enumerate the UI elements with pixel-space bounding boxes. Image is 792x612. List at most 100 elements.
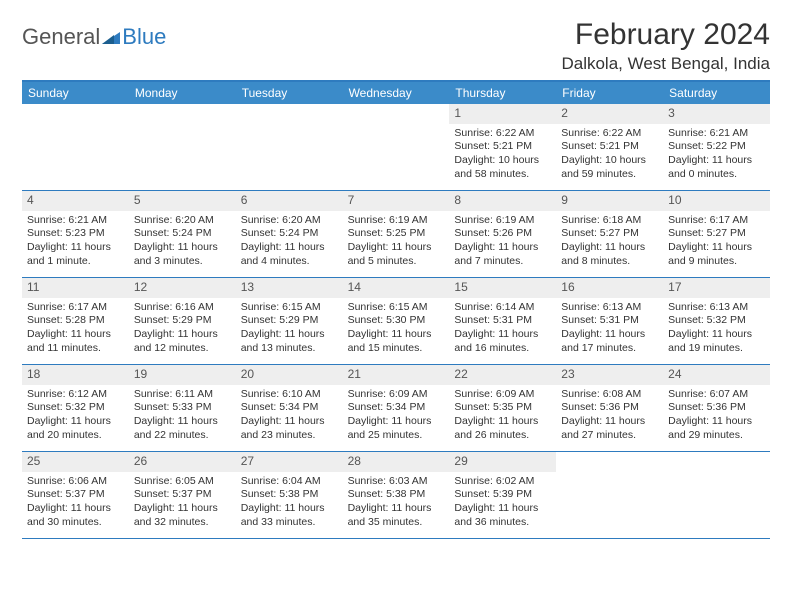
day-number: 12 xyxy=(134,280,147,294)
sunset-text: Sunset: 5:27 PM xyxy=(561,227,658,241)
day-cell: 2Sunrise: 6:22 AMSunset: 5:21 PMDaylight… xyxy=(556,104,663,190)
day-number: 13 xyxy=(241,280,254,294)
day-cell: 28Sunrise: 6:03 AMSunset: 5:38 PMDayligh… xyxy=(343,452,450,538)
day-number-row: 18 xyxy=(22,365,129,385)
day-number-row xyxy=(129,104,236,108)
sunset-text: Sunset: 5:29 PM xyxy=(134,314,231,328)
logo-text-general: General xyxy=(22,24,100,50)
day-cell: 19Sunrise: 6:11 AMSunset: 5:33 PMDayligh… xyxy=(129,365,236,451)
day-number-row: 19 xyxy=(129,365,236,385)
day-cell: 14Sunrise: 6:15 AMSunset: 5:30 PMDayligh… xyxy=(343,278,450,364)
day-cell: 16Sunrise: 6:13 AMSunset: 5:31 PMDayligh… xyxy=(556,278,663,364)
daylight-text: Daylight: 11 hours and 13 minutes. xyxy=(241,328,338,355)
day-number-row xyxy=(343,104,450,108)
day-number-row: 2 xyxy=(556,104,663,124)
sunrise-text: Sunrise: 6:07 AM xyxy=(668,388,765,402)
day-number: 17 xyxy=(668,280,681,294)
day-number-row: 4 xyxy=(22,191,129,211)
day-cell: 20Sunrise: 6:10 AMSunset: 5:34 PMDayligh… xyxy=(236,365,343,451)
sunset-text: Sunset: 5:32 PM xyxy=(27,401,124,415)
day-number-row: 23 xyxy=(556,365,663,385)
day-cell: 25Sunrise: 6:06 AMSunset: 5:37 PMDayligh… xyxy=(22,452,129,538)
daylight-text: Daylight: 11 hours and 17 minutes. xyxy=(561,328,658,355)
day-number-row xyxy=(22,104,129,108)
day-number: 20 xyxy=(241,367,254,381)
day-number-row: 9 xyxy=(556,191,663,211)
sunset-text: Sunset: 5:36 PM xyxy=(561,401,658,415)
sunrise-text: Sunrise: 6:13 AM xyxy=(561,301,658,315)
day-number-row: 12 xyxy=(129,278,236,298)
day-number: 28 xyxy=(348,454,361,468)
weekday-header: Wednesday xyxy=(343,82,450,104)
day-number: 29 xyxy=(454,454,467,468)
sunrise-text: Sunrise: 6:16 AM xyxy=(134,301,231,315)
sunset-text: Sunset: 5:24 PM xyxy=(241,227,338,241)
day-cell: 1Sunrise: 6:22 AMSunset: 5:21 PMDaylight… xyxy=(449,104,556,190)
sunset-text: Sunset: 5:36 PM xyxy=(668,401,765,415)
day-number: 18 xyxy=(27,367,40,381)
weekday-header: Tuesday xyxy=(236,82,343,104)
day-number: 27 xyxy=(241,454,254,468)
daylight-text: Daylight: 11 hours and 27 minutes. xyxy=(561,415,658,442)
day-number: 21 xyxy=(348,367,361,381)
day-number: 4 xyxy=(27,193,34,207)
day-number: 3 xyxy=(668,106,675,120)
day-cell: 7Sunrise: 6:19 AMSunset: 5:25 PMDaylight… xyxy=(343,191,450,277)
day-number-row xyxy=(663,452,770,456)
day-cell xyxy=(22,104,129,190)
day-number: 15 xyxy=(454,280,467,294)
sunrise-text: Sunrise: 6:10 AM xyxy=(241,388,338,402)
day-number-row: 16 xyxy=(556,278,663,298)
day-number: 1 xyxy=(454,106,461,120)
sunset-text: Sunset: 5:37 PM xyxy=(134,488,231,502)
day-number: 6 xyxy=(241,193,248,207)
daylight-text: Daylight: 11 hours and 12 minutes. xyxy=(134,328,231,355)
weekday-header: Thursday xyxy=(449,82,556,104)
day-number-row: 26 xyxy=(129,452,236,472)
sunrise-text: Sunrise: 6:17 AM xyxy=(27,301,124,315)
day-cell: 13Sunrise: 6:15 AMSunset: 5:29 PMDayligh… xyxy=(236,278,343,364)
sunrise-text: Sunrise: 6:22 AM xyxy=(561,127,658,141)
day-number-row: 20 xyxy=(236,365,343,385)
daylight-text: Daylight: 11 hours and 29 minutes. xyxy=(668,415,765,442)
day-number-row: 5 xyxy=(129,191,236,211)
sunset-text: Sunset: 5:31 PM xyxy=(454,314,551,328)
daylight-text: Daylight: 10 hours and 58 minutes. xyxy=(454,154,551,181)
sunset-text: Sunset: 5:30 PM xyxy=(348,314,445,328)
day-cell: 3Sunrise: 6:21 AMSunset: 5:22 PMDaylight… xyxy=(663,104,770,190)
day-number-row xyxy=(236,104,343,108)
day-cell: 8Sunrise: 6:19 AMSunset: 5:26 PMDaylight… xyxy=(449,191,556,277)
day-number-row: 27 xyxy=(236,452,343,472)
daylight-text: Daylight: 11 hours and 25 minutes. xyxy=(348,415,445,442)
sunset-text: Sunset: 5:35 PM xyxy=(454,401,551,415)
daylight-text: Daylight: 11 hours and 32 minutes. xyxy=(134,502,231,529)
day-number-row: 28 xyxy=(343,452,450,472)
sunset-text: Sunset: 5:32 PM xyxy=(668,314,765,328)
day-cell xyxy=(343,104,450,190)
week-row: 4Sunrise: 6:21 AMSunset: 5:23 PMDaylight… xyxy=(22,191,770,278)
day-number-row: 1 xyxy=(449,104,556,124)
daylight-text: Daylight: 11 hours and 36 minutes. xyxy=(454,502,551,529)
logo-text-blue: Blue xyxy=(122,24,166,50)
day-number-row: 14 xyxy=(343,278,450,298)
sunrise-text: Sunrise: 6:21 AM xyxy=(668,127,765,141)
sunset-text: Sunset: 5:29 PM xyxy=(241,314,338,328)
day-number-row: 21 xyxy=(343,365,450,385)
sunrise-text: Sunrise: 6:19 AM xyxy=(454,214,551,228)
day-number-row: 15 xyxy=(449,278,556,298)
day-number-row: 10 xyxy=(663,191,770,211)
day-cell: 26Sunrise: 6:05 AMSunset: 5:37 PMDayligh… xyxy=(129,452,236,538)
day-number-row: 22 xyxy=(449,365,556,385)
sunrise-text: Sunrise: 6:17 AM xyxy=(668,214,765,228)
sunset-text: Sunset: 5:27 PM xyxy=(668,227,765,241)
day-number: 11 xyxy=(27,280,39,294)
day-number: 26 xyxy=(134,454,147,468)
sunrise-text: Sunrise: 6:13 AM xyxy=(668,301,765,315)
daylight-text: Daylight: 11 hours and 5 minutes. xyxy=(348,241,445,268)
sunset-text: Sunset: 5:25 PM xyxy=(348,227,445,241)
daylight-text: Daylight: 11 hours and 4 minutes. xyxy=(241,241,338,268)
day-cell: 18Sunrise: 6:12 AMSunset: 5:32 PMDayligh… xyxy=(22,365,129,451)
sunset-text: Sunset: 5:38 PM xyxy=(241,488,338,502)
daylight-text: Daylight: 11 hours and 22 minutes. xyxy=(134,415,231,442)
weekday-header: Friday xyxy=(556,82,663,104)
